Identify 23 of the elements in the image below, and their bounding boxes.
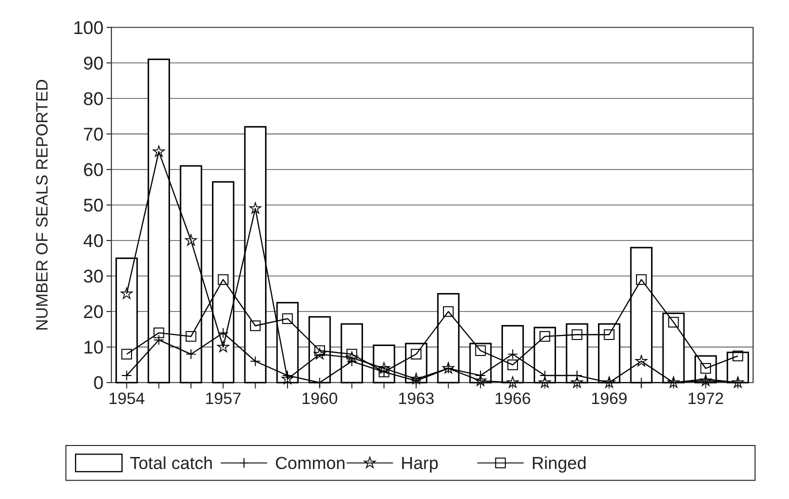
- y-tick-label: 0: [93, 372, 104, 394]
- y-tick-label: 70: [83, 123, 104, 144]
- x-tick-label: 1954: [108, 390, 145, 408]
- y-tick-label: 40: [83, 230, 104, 251]
- y-tick-label: 10: [83, 336, 104, 358]
- y-tick-label: 60: [83, 158, 104, 180]
- legend-label: Total catch: [130, 453, 213, 474]
- y-tick-label: 90: [83, 52, 104, 74]
- x-tick-label: 1960: [301, 390, 338, 408]
- y-axis-title: NUMBER OF SEALS REPORTED: [33, 78, 52, 331]
- x-tick-label: 1969: [590, 390, 628, 408]
- x-tick-label: 1963: [398, 390, 434, 408]
- y-tick-label: 100: [72, 16, 104, 38]
- y-tick-label: 80: [83, 88, 104, 109]
- legend-label: Harp: [400, 453, 439, 474]
- y-tick-label: 30: [83, 265, 104, 286]
- x-tick-label: 1957: [204, 390, 242, 408]
- y-tick-label: 20: [83, 300, 104, 322]
- x-tick-label: 1966: [494, 390, 531, 408]
- y-tick-label: 50: [83, 194, 104, 216]
- legend-label: Ringed: [531, 453, 587, 474]
- x-tick-label: 1972: [687, 390, 724, 408]
- legend-label: Common: [274, 453, 346, 474]
